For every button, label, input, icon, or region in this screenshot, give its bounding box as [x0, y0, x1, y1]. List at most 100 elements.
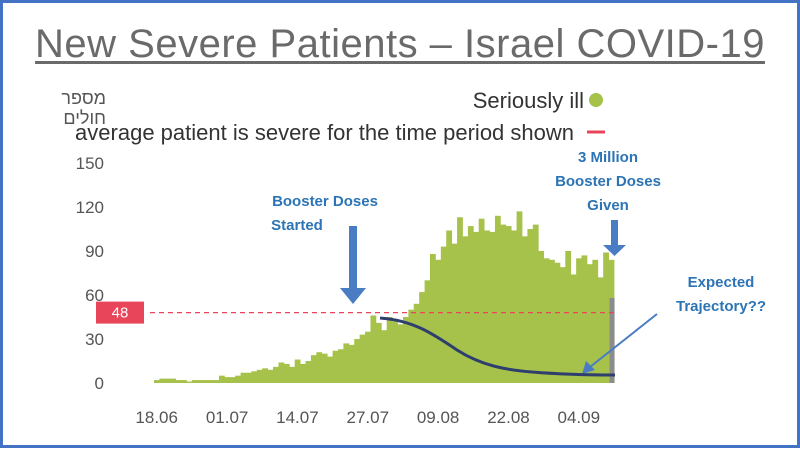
- bar: [300, 363, 306, 383]
- expected-trajectory-curve: [379, 316, 616, 377]
- bar: [522, 236, 528, 383]
- x-tick-label: 27.07: [347, 408, 390, 427]
- bar: [554, 262, 561, 383]
- bar: [457, 217, 463, 383]
- arrow-expected-trajectory-line: [589, 313, 658, 368]
- bar-chart: 0 30 60 90 120 150 18.06 01.07 14.07 27.07 09.08 22…: [61, 88, 766, 427]
- y-tick-label: 30: [85, 330, 104, 349]
- bar: [305, 361, 312, 383]
- bar: [191, 380, 198, 383]
- bar: [197, 380, 204, 383]
- bar: [354, 339, 361, 383]
- bar: [581, 255, 588, 383]
- x-tick-label: 09.08: [417, 408, 460, 427]
- x-tick-label: 18.06: [135, 408, 178, 427]
- bar: [516, 211, 523, 383]
- bar: [592, 259, 599, 383]
- bar: [246, 372, 252, 383]
- bar: [159, 378, 166, 383]
- arrow-booster-started-shaft: [349, 226, 357, 288]
- annotation-three-million: 3 Million: [578, 149, 638, 166]
- bar: [229, 377, 236, 383]
- bar: [175, 380, 182, 383]
- bar: [500, 224, 507, 383]
- bar: [505, 226, 512, 383]
- bar: [549, 259, 555, 383]
- y-axis-label-line2: חולים: [63, 108, 106, 128]
- x-tick-label: 22.08: [487, 408, 530, 427]
- bar: [365, 331, 371, 383]
- bar: [240, 372, 247, 383]
- bar: [338, 349, 344, 383]
- bar: [154, 380, 160, 383]
- annotation-three-million: Given: [587, 197, 629, 214]
- bar: [430, 253, 436, 383]
- y-tick-label: 120: [76, 198, 104, 217]
- arrow-three-million-head: [603, 245, 626, 256]
- bar: [224, 377, 231, 383]
- arrow-three-million-shaft: [611, 220, 618, 245]
- bar: [310, 355, 317, 383]
- bar: [202, 380, 209, 383]
- bar: [208, 380, 214, 383]
- bar: [408, 309, 415, 383]
- bar: [451, 243, 458, 383]
- annotation-booster-started: Booster Doses: [272, 193, 378, 210]
- bar: [446, 230, 453, 383]
- bar: [316, 352, 323, 383]
- bar: [186, 381, 193, 383]
- bar: [181, 380, 187, 383]
- bar: [538, 251, 545, 383]
- bar: [262, 368, 269, 383]
- bar: [419, 292, 425, 383]
- bar: [440, 246, 447, 383]
- bar: [565, 251, 572, 383]
- y-axis-label: מספר: [61, 88, 106, 108]
- bar: [478, 218, 485, 383]
- bar: [375, 322, 382, 383]
- bar: [218, 375, 225, 383]
- bar: [467, 226, 474, 383]
- highlight-bar: [609, 297, 615, 383]
- bar: [343, 343, 350, 383]
- bar: [332, 350, 339, 383]
- bar: [435, 259, 442, 383]
- bar: [570, 274, 577, 383]
- bar: [283, 363, 290, 383]
- bar: [413, 303, 420, 383]
- legend-average-label: average patient is severe for the time p…: [75, 120, 574, 145]
- bar: [527, 229, 534, 383]
- chart-area: 0 30 60 90 120 150 18.06 01.07 14.07 27.07 09.08 22…: [12, 78, 788, 444]
- bar: [559, 267, 566, 383]
- arrow-booster-started-head: [340, 288, 366, 304]
- y-tick-label: 90: [85, 242, 104, 261]
- bar: [370, 315, 377, 383]
- bar: [484, 230, 490, 383]
- bar: [278, 362, 285, 383]
- bar: [473, 231, 480, 383]
- x-tick-label: 14.07: [276, 408, 319, 427]
- bar: [397, 324, 404, 383]
- bar: [543, 258, 550, 383]
- bar: [348, 344, 355, 383]
- bar: [289, 366, 296, 383]
- bar: [462, 236, 469, 383]
- bar: [213, 380, 220, 383]
- bar: [327, 356, 333, 383]
- bar: [402, 317, 409, 383]
- bar: [235, 375, 241, 383]
- y-tick-label: 60: [85, 286, 104, 305]
- bar: [494, 215, 501, 383]
- annotation-expected-trajectory: Expected: [688, 274, 755, 291]
- annotation-three-million: Booster Doses: [555, 173, 661, 190]
- legend-seriously-ill-swatch: [589, 93, 603, 107]
- bar: [392, 321, 398, 383]
- x-tick-label: 04.09: [558, 408, 601, 427]
- bar: [273, 366, 279, 383]
- bar: [256, 369, 263, 383]
- annotation-expected-trajectory: Trajectory??: [676, 298, 766, 315]
- bar: [576, 258, 582, 383]
- average-badge-label: 48: [112, 305, 129, 322]
- bar: [164, 378, 171, 383]
- y-tick-label: 150: [76, 154, 104, 173]
